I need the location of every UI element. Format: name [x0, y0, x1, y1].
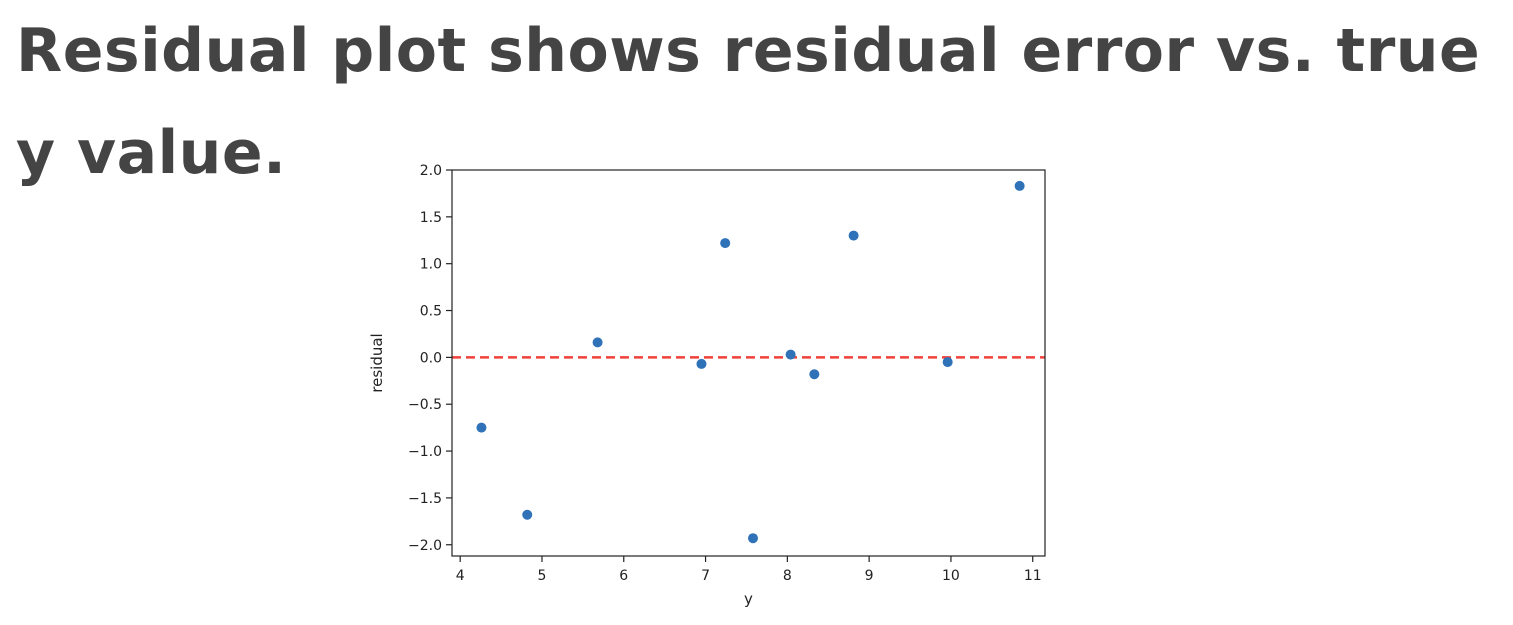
data-point	[848, 230, 859, 241]
data-point	[720, 238, 731, 249]
x-tick-label: 11	[1024, 568, 1042, 584]
x-axis-ticks: 4 5 6 7 8 9 10 11	[456, 556, 1042, 584]
y-tick-label: 0.0	[420, 350, 442, 366]
data-point	[592, 337, 603, 348]
x-tick-label: 5	[538, 568, 547, 584]
chart-svg: 4 5 6 7 8 9 10 11 2.0 1.5 1.0 0.5 0.0 −0.5 −1.0 −1.5 −2…	[368, 163, 1046, 608]
x-tick-label: 10	[942, 568, 960, 584]
residual-chart: 4 5 6 7 8 9 10 11 2.0 1.5 1.0 0.5 0.0 −0.5 −1.0 −1.5 −2…	[360, 158, 1060, 618]
y-tick-label: 0.5	[420, 304, 442, 320]
x-tick-label: 4	[456, 568, 465, 584]
y-tick-label: −2.0	[408, 538, 442, 554]
y-tick-label: −0.5	[408, 397, 442, 413]
x-tick-label: 8	[783, 568, 792, 584]
y-tick-label: 1.0	[420, 257, 442, 273]
data-points	[476, 180, 1025, 544]
data-point	[942, 357, 953, 368]
data-point	[747, 533, 758, 544]
y-tick-label: −1.5	[408, 491, 442, 507]
data-point	[809, 369, 820, 380]
x-tick-label: 9	[865, 568, 874, 584]
y-tick-label: 2.0	[420, 163, 442, 179]
x-axis-label: y	[744, 590, 753, 608]
x-tick-label: 7	[701, 568, 710, 584]
y-axis-ticks: 2.0 1.5 1.0 0.5 0.0 −0.5 −1.0 −1.5 −2.0	[408, 163, 452, 554]
data-point	[476, 422, 487, 433]
data-point	[785, 349, 796, 360]
data-point	[696, 358, 707, 369]
y-axis-label: residual	[368, 333, 386, 392]
data-point	[522, 509, 533, 520]
plot-frame	[451, 169, 1046, 557]
x-tick-label: 6	[619, 568, 628, 584]
slide-title: Residual plot shows residual error vs. t…	[16, 16, 1481, 188]
y-tick-label: −1.0	[408, 444, 442, 460]
data-point	[1014, 180, 1025, 191]
y-tick-label: 1.5	[420, 210, 442, 226]
